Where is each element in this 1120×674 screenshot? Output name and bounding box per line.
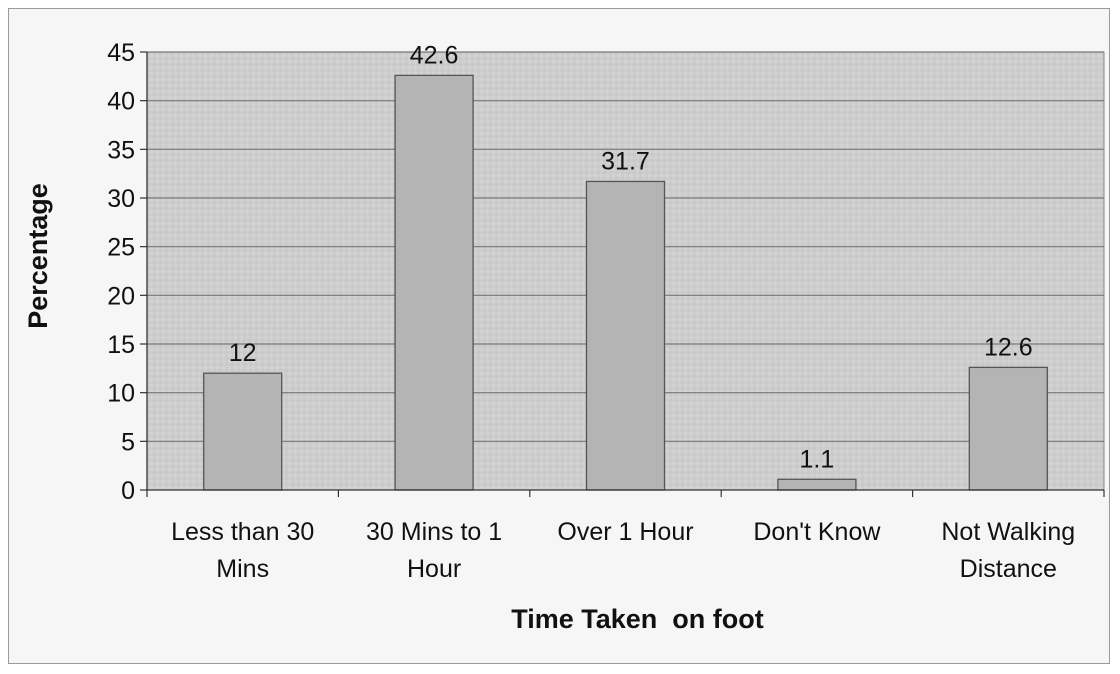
category-label-2-0: Over 1 Hour: [557, 518, 693, 546]
data-label-2: 31.7: [601, 147, 650, 175]
category-label-0-0: Less than 30: [171, 518, 314, 546]
y-tick-label-15: 15: [107, 331, 135, 359]
bars: [203, 74, 1048, 491]
data-label-1: 42.6: [410, 41, 459, 69]
bar-2: [585, 180, 666, 491]
y-tick-label-40: 40: [107, 88, 135, 116]
y-tick-label-35: 35: [107, 136, 135, 164]
y-tick-label-20: 20: [107, 282, 135, 310]
bar-0: [203, 372, 283, 491]
y-axis-title: Percentage: [23, 183, 53, 329]
data-label-4: 12.6: [984, 333, 1033, 361]
y-tick-label-45: 45: [107, 39, 135, 67]
y-tick-label-25: 25: [107, 234, 135, 262]
category-label-0-1: Mins: [216, 555, 269, 583]
category-label-4-0: Not Walking: [941, 518, 1075, 546]
x-axis-title: Time Taken on foot: [511, 604, 764, 634]
y-tick-label-30: 30: [107, 185, 135, 213]
category-label-1-1: Hour: [407, 555, 461, 583]
y-tick-label-10: 10: [107, 380, 135, 408]
labels: 0 5 10 15 20 25 30 35 40 45 12 Less than 30 Mins 42.6…: [107, 39, 1075, 583]
data-label-0: 12: [229, 339, 257, 367]
category-label-1-0: 30 Mins to 1: [366, 518, 502, 546]
data-label-3: 1.1: [800, 445, 835, 473]
axes: [140, 51, 1105, 497]
bar-3: [777, 478, 857, 491]
y-tick-label-5: 5: [121, 428, 135, 456]
bar-1: [394, 74, 474, 491]
category-label-4-1: Distance: [960, 555, 1057, 583]
bar-4: [968, 366, 1048, 491]
category-label-3-0: Don't Know: [753, 518, 881, 546]
y-tick-label-0: 0: [121, 477, 135, 505]
